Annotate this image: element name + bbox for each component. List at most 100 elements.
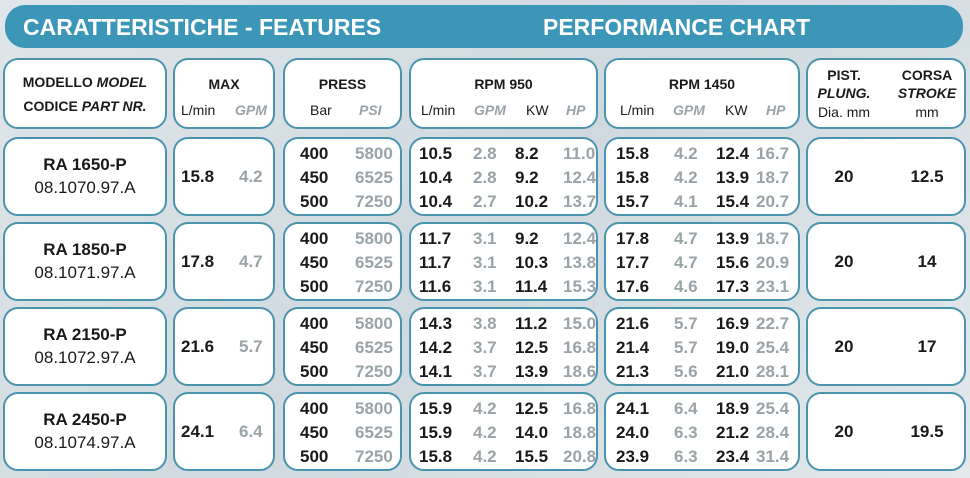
rpm950-kw-value: 10.2 bbox=[515, 192, 549, 211]
pressure-bar-value: 400 bbox=[300, 314, 329, 333]
rpm950-lmin-value: 11.7 bbox=[419, 229, 452, 248]
rpm950-kw-value: 15.5 bbox=[515, 447, 549, 466]
rpm950-gpm-value: 4.2 bbox=[473, 423, 497, 442]
rpm1450-kw-value: 19.0 bbox=[716, 338, 750, 357]
press-cell: 400 5800 450 6525 500 7250 bbox=[283, 392, 402, 471]
max-cell: 15.8 4.2 bbox=[173, 137, 275, 216]
rpm1450-hp-value: 25.4 bbox=[756, 399, 790, 418]
rpm1450-kw-value: 13.9 bbox=[716, 229, 750, 248]
pressure-bar-value: 400 bbox=[300, 229, 329, 248]
rpm950-cell: 10.5 2.8 8.2 11.0 10.4 2.8 9.2 12.4 10.4 2.7 10.2 1… bbox=[409, 137, 598, 216]
rpm1450-kw-value: 15.6 bbox=[716, 253, 750, 272]
rpm950-lmin-value: 15.8 bbox=[419, 447, 453, 466]
rpm1450-cell: 21.6 5.7 16.9 22.7 21.4 5.7 19.0 25.4 21.3 5.6 21.… bbox=[604, 307, 800, 386]
rpm1450-cell: 15.8 4.2 12.4 16.7 15.8 4.2 13.9 18.7 15.7 4.1 15.… bbox=[604, 137, 800, 216]
pressure-bar-value: 400 bbox=[300, 399, 329, 418]
rpm1450-lmin-value: 15.8 bbox=[616, 144, 650, 163]
rpm950-kw-value: 8.2 bbox=[515, 144, 539, 163]
max-lmin-value: 17.8 bbox=[181, 252, 215, 271]
rpm1450-hp-value: 16.7 bbox=[756, 144, 790, 163]
piston-stroke-cell: 20 17 bbox=[806, 307, 966, 386]
pressure-psi-value: 5800 bbox=[355, 144, 393, 163]
max-gpm-value: 5.7 bbox=[239, 337, 263, 356]
model-name: RA 2150-P bbox=[43, 325, 127, 344]
rpm950-kw-value: 13.9 bbox=[515, 362, 549, 381]
max-cell: 17.8 4.7 bbox=[173, 222, 275, 301]
part-number: 08.1071.97.A bbox=[34, 263, 136, 282]
model-cell: RA 1650-P 08.1070.97.A bbox=[3, 137, 167, 216]
rpm950-gpm-value: 3.7 bbox=[473, 362, 497, 381]
rpm950-hp-value: 12.4 bbox=[563, 229, 597, 248]
kw-label: KW bbox=[526, 102, 549, 118]
rpm1450-gpm-value: 4.6 bbox=[674, 277, 698, 296]
rpm950-gpm-value: 2.8 bbox=[473, 168, 497, 187]
part-number: 08.1070.97.A bbox=[34, 178, 136, 197]
rpm1450-gpm-value: 4.2 bbox=[674, 168, 698, 187]
rpm1450-label: RPM 1450 bbox=[668, 76, 736, 92]
part-nr-label: PART NR. bbox=[81, 98, 147, 114]
rpm1450-hp-value: 25.4 bbox=[756, 338, 790, 357]
pressure-bar-value: 500 bbox=[300, 192, 329, 211]
rpm1450-kw-value: 23.4 bbox=[716, 447, 750, 466]
pressure-bar-value: 450 bbox=[300, 168, 329, 187]
press-cell: 400 5800 450 6525 500 7250 bbox=[283, 307, 402, 386]
header-piston-stroke: PIST. PLUNG. Dia. mm CORSA STROKE mm bbox=[806, 58, 966, 129]
rpm1450-hp-value: 18.7 bbox=[756, 168, 790, 187]
max-lmin-value: 24.1 bbox=[181, 422, 215, 441]
header-rpm950: RPM 950 L/min GPM KW HP bbox=[409, 58, 598, 129]
rpm950-kw-value: 11.2 bbox=[515, 314, 548, 333]
rpm950-hp-value: 18.8 bbox=[563, 423, 597, 442]
rpm950-hp-value: 13.8 bbox=[563, 253, 597, 272]
code-label: CODICE bbox=[23, 98, 78, 114]
lmin-label: L/min bbox=[421, 102, 456, 118]
rpm1450-cell: 24.1 6.4 18.9 25.4 24.0 6.3 21.2 28.4 23.9 6.3 23.… bbox=[604, 392, 800, 471]
rpm950-gpm-value: 3.7 bbox=[473, 338, 497, 357]
diameter-unit: Dia. mm bbox=[817, 104, 871, 120]
pressure-bar-value: 450 bbox=[300, 338, 329, 357]
max-gpm-value: 4.7 bbox=[239, 252, 263, 271]
rpm950-gpm-value: 3.8 bbox=[473, 314, 497, 333]
rpm1450-gpm-value: 5.7 bbox=[674, 338, 698, 357]
max-gpm-label: GPM bbox=[235, 102, 267, 118]
rpm950-lmin-value: 10.4 bbox=[419, 168, 453, 187]
rpm1450-kw-value: 21.2 bbox=[716, 423, 750, 442]
rpm950-kw-value: 9.2 bbox=[515, 229, 539, 248]
header-max: MAX L/min GPM bbox=[173, 58, 275, 129]
rpm1450-cell: 17.8 4.7 13.9 18.7 17.7 4.7 15.6 20.9 17.6 4.6 17.… bbox=[604, 222, 800, 301]
pressure-psi-value: 5800 bbox=[355, 314, 393, 333]
pressure-psi-value: 7250 bbox=[355, 192, 393, 211]
gpm-label: GPM bbox=[673, 102, 705, 118]
part-number: 08.1074.97.A bbox=[34, 433, 136, 452]
rpm950-hp-value: 20.8 bbox=[563, 447, 597, 466]
rpm950-hp-value: 16.8 bbox=[563, 399, 597, 418]
pressure-bar-value: 400 bbox=[300, 144, 329, 163]
piston-diameter-value: 20 bbox=[834, 337, 854, 356]
rpm950-label: RPM 950 bbox=[474, 76, 533, 92]
stroke-unit: mm bbox=[915, 104, 939, 120]
press-cell: 400 5800 450 6525 500 7250 bbox=[283, 222, 402, 301]
model-label: MODELLO bbox=[22, 74, 93, 90]
header-model: MODELLO MODEL CODICE PART NR. bbox=[3, 58, 167, 129]
corsa-label: CORSA bbox=[901, 67, 953, 83]
pressure-psi-value: 6525 bbox=[355, 253, 393, 272]
model-name: RA 1650-P bbox=[43, 155, 127, 174]
rpm1450-hp-value: 23.1 bbox=[756, 277, 790, 296]
rpm1450-hp-value: 18.7 bbox=[756, 229, 790, 248]
rpm950-lmin-value: 11.6 bbox=[419, 277, 452, 296]
pressure-bar-value: 450 bbox=[300, 423, 329, 442]
psi-label: PSI bbox=[359, 102, 382, 118]
rpm950-lmin-value: 15.9 bbox=[419, 399, 453, 418]
rpm1450-hp-value: 31.4 bbox=[756, 447, 790, 466]
rpm950-cell: 11.7 3.1 9.2 12.4 11.7 3.1 10.3 13.8 11.6 3.1 11.4… bbox=[409, 222, 598, 301]
model-cell: RA 1850-P 08.1071.97.A bbox=[3, 222, 167, 301]
rpm950-lmin-value: 10.5 bbox=[419, 144, 453, 163]
rpm950-kw-value: 9.2 bbox=[515, 168, 539, 187]
model-name: RA 1850-P bbox=[43, 240, 127, 259]
rpm950-gpm-value: 4.2 bbox=[473, 447, 497, 466]
piston-stroke-cell: 20 14 bbox=[806, 222, 966, 301]
rpm1450-gpm-value: 4.1 bbox=[674, 192, 698, 211]
piston-stroke-cell: 20 12.5 bbox=[806, 137, 966, 216]
rpm950-kw-value: 12.5 bbox=[515, 338, 549, 357]
gpm-label: GPM bbox=[474, 102, 506, 118]
stroke-value: 17 bbox=[917, 337, 937, 356]
